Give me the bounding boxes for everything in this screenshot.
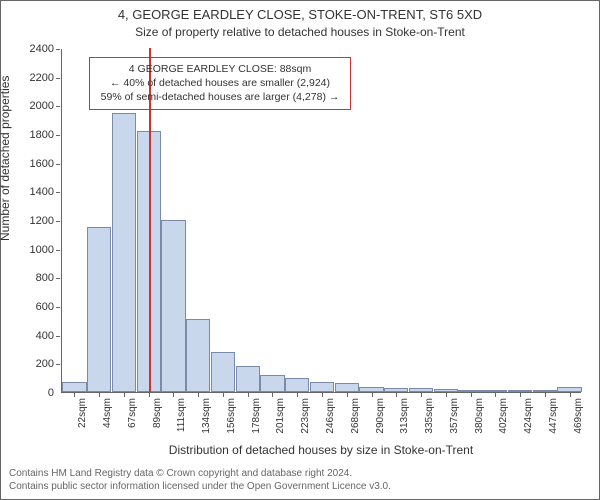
y-tick-label: 1600: [30, 158, 54, 170]
histogram-bar: [335, 383, 359, 392]
y-tick: [56, 135, 60, 136]
y-tick-label: 1800: [30, 129, 54, 141]
y-tick: [56, 307, 60, 308]
x-tick: [272, 392, 273, 397]
x-tick-label: 134sqm: [201, 398, 212, 434]
histogram-bar: [186, 319, 210, 392]
title-line2: Size of property relative to detached ho…: [1, 25, 599, 39]
y-tick-label: 0: [48, 387, 54, 399]
info-line3: 59% of semi-detached houses are larger (…: [98, 90, 342, 104]
x-tick-label: 89sqm: [152, 398, 163, 428]
histogram-bar: [211, 352, 235, 392]
x-tick: [372, 392, 373, 397]
x-tick: [297, 392, 298, 397]
chart-container: 4, GEORGE EARDLEY CLOSE, STOKE-ON-TRENT,…: [0, 0, 600, 500]
histogram-bar: [112, 113, 136, 393]
x-tick: [570, 392, 571, 397]
x-tick: [124, 392, 125, 397]
y-tick: [56, 221, 60, 222]
x-tick-label: 201sqm: [275, 398, 286, 434]
y-tick-label: 1000: [30, 244, 54, 256]
x-tick-label: 156sqm: [226, 398, 237, 434]
x-tick-label: 402sqm: [498, 398, 509, 434]
x-tick-label: 223sqm: [300, 398, 311, 434]
histogram-bar: [285, 378, 309, 392]
x-tick: [520, 392, 521, 397]
x-tick-label: 447sqm: [548, 398, 559, 434]
histogram-bar: [161, 220, 185, 392]
info-line1: 4 GEORGE EARDLEY CLOSE: 88sqm: [98, 62, 342, 76]
histogram-bar: [62, 382, 86, 392]
footer-line2: Contains public sector information licen…: [9, 481, 591, 494]
x-tick-label: 290sqm: [375, 398, 386, 434]
x-tick: [545, 392, 546, 397]
x-tick-label: 380sqm: [474, 398, 485, 434]
x-tick-label: 335sqm: [424, 398, 435, 434]
y-tick-label: 200: [36, 358, 54, 370]
x-tick: [173, 392, 174, 397]
x-tick: [322, 392, 323, 397]
y-tick: [56, 106, 60, 107]
y-tick-label: 1200: [30, 215, 54, 227]
x-tick-label: 357sqm: [449, 398, 460, 434]
x-tick-label: 268sqm: [350, 398, 361, 434]
histogram-bar: [310, 382, 334, 392]
footer: Contains HM Land Registry data © Crown c…: [9, 468, 591, 493]
info-line2: ← 40% of detached houses are smaller (2,…: [98, 76, 342, 90]
x-axis-label: Distribution of detached houses by size …: [61, 443, 581, 457]
x-tick: [446, 392, 447, 397]
histogram-bar: [87, 227, 111, 392]
x-tick: [421, 392, 422, 397]
x-tick: [396, 392, 397, 397]
x-tick: [248, 392, 249, 397]
x-tick-label: 111sqm: [176, 398, 187, 432]
y-tick: [56, 164, 60, 165]
x-tick-label: 313sqm: [399, 398, 410, 434]
y-tick-label: 2000: [30, 100, 54, 112]
y-tick-label: 800: [36, 272, 54, 284]
title-line1: 4, GEORGE EARDLEY CLOSE, STOKE-ON-TRENT,…: [1, 7, 599, 22]
y-tick-label: 2200: [30, 72, 54, 84]
y-tick-label: 1400: [30, 186, 54, 198]
y-tick: [56, 49, 60, 50]
x-tick-label: 178sqm: [251, 398, 262, 434]
footer-line1: Contains HM Land Registry data © Crown c…: [9, 468, 591, 481]
x-tick-label: 469sqm: [573, 398, 584, 434]
x-tick: [471, 392, 472, 397]
histogram-bar: [260, 375, 284, 392]
x-tick: [223, 392, 224, 397]
x-tick: [347, 392, 348, 397]
y-tick: [56, 336, 60, 337]
y-tick: [56, 364, 60, 365]
x-tick-label: 22sqm: [77, 398, 88, 428]
info-box: 4 GEORGE EARDLEY CLOSE: 88sqm ← 40% of d…: [89, 57, 351, 110]
y-tick-label: 400: [36, 330, 54, 342]
x-tick: [495, 392, 496, 397]
y-tick: [56, 78, 60, 79]
x-tick-label: 246sqm: [325, 398, 336, 434]
x-tick-label: 44sqm: [102, 398, 113, 428]
x-tick: [99, 392, 100, 397]
x-tick: [198, 392, 199, 397]
x-tick: [74, 392, 75, 397]
x-tick-label: 424sqm: [523, 398, 534, 434]
y-tick-label: 2400: [30, 43, 54, 55]
y-tick: [56, 192, 60, 193]
histogram-bar: [236, 366, 260, 392]
x-tick-label: 67sqm: [127, 398, 138, 428]
y-axis-label: Number of detached properties: [0, 76, 12, 241]
x-tick: [149, 392, 150, 397]
y-tick-label: 600: [36, 301, 54, 313]
y-tick: [56, 278, 60, 279]
y-tick: [56, 250, 60, 251]
